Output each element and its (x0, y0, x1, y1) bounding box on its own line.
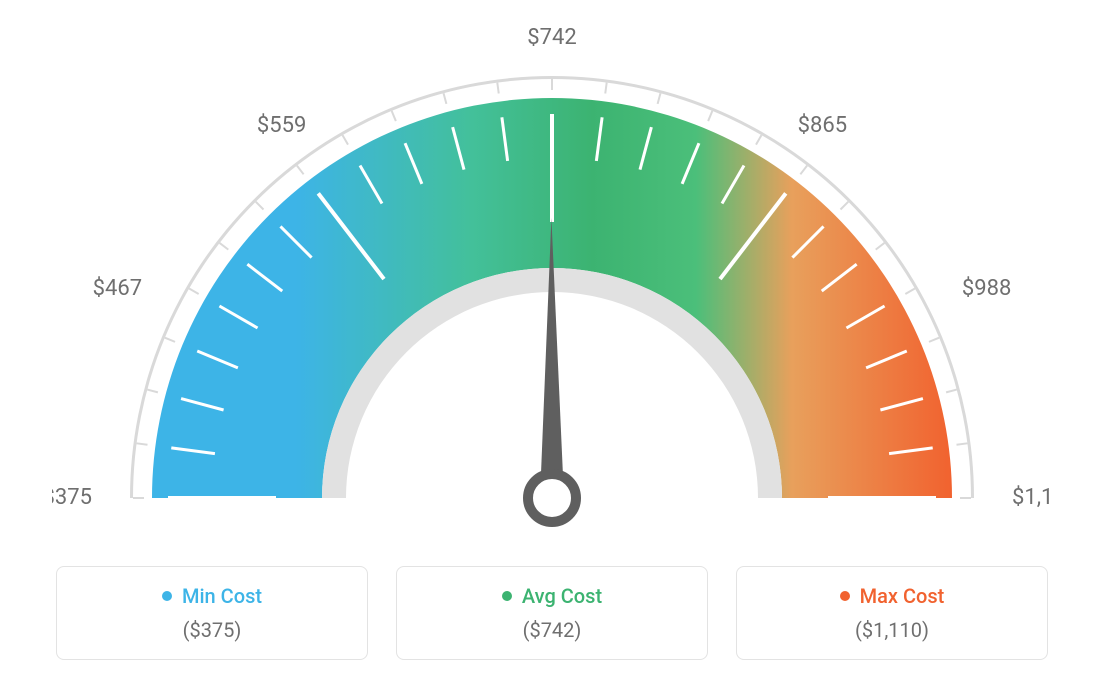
legend-min-label: Min Cost (182, 584, 262, 608)
legend-card-min: Min Cost ($375) (56, 566, 368, 660)
svg-text:$865: $865 (798, 113, 847, 138)
svg-text:$559: $559 (257, 113, 306, 138)
legend-card-avg: Avg Cost ($742) (396, 566, 708, 660)
legend-avg-label: Avg Cost (522, 584, 602, 608)
svg-text:$375: $375 (52, 485, 92, 510)
svg-text:$1,110: $1,110 (1012, 485, 1052, 510)
legend-min-label-row: Min Cost (162, 584, 262, 608)
legend-max-label-row: Max Cost (840, 584, 945, 608)
legend-max-label: Max Cost (860, 584, 945, 608)
dot-icon (502, 591, 512, 601)
legend-avg-label-row: Avg Cost (502, 584, 602, 608)
legend-min-value: ($375) (183, 618, 242, 642)
legend-card-max: Max Cost ($1,110) (736, 566, 1048, 660)
legend-avg-value: ($742) (523, 618, 582, 642)
gauge-svg: $375 $467 $559 $742 $865 $988 $1,110 (52, 28, 1052, 548)
legend-max-value: ($1,110) (855, 618, 929, 642)
legend-row: Min Cost ($375) Avg Cost ($742) Max Cost… (56, 566, 1048, 660)
dot-icon (840, 591, 850, 601)
svg-text:$988: $988 (962, 276, 1011, 301)
svg-text:$467: $467 (93, 276, 142, 301)
dot-icon (162, 591, 172, 601)
svg-text:$742: $742 (527, 28, 576, 50)
cost-gauge: $375 $467 $559 $742 $865 $988 $1,110 (52, 28, 1052, 548)
